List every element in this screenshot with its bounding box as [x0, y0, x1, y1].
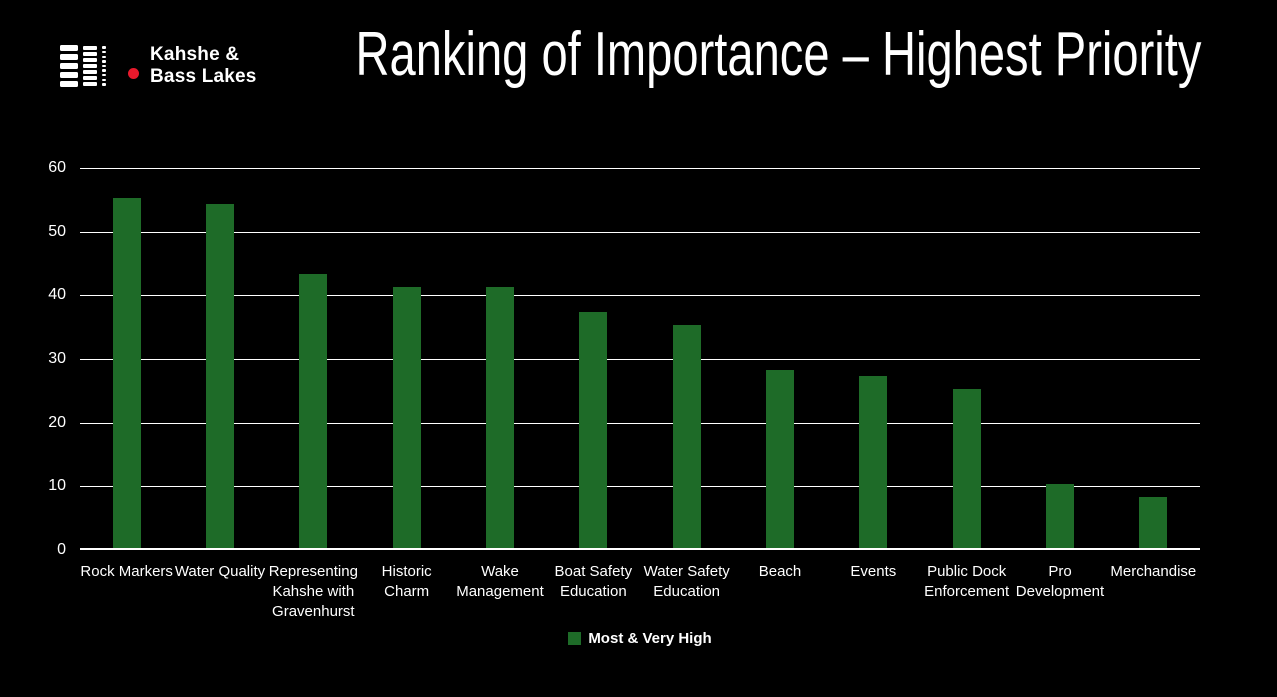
- bar-water-safety-education: [672, 325, 701, 548]
- bar-wake-management: [486, 286, 514, 548]
- green-square-swatch: [568, 632, 582, 645]
- bar-chart-plot-area: 0 10 20 30 40 50 60 Rock Markers Water Quality Re…: [48, 159, 1200, 620]
- logo-text-line1: Kahshe &: [150, 44, 240, 65]
- bar-water-quality: [206, 204, 234, 548]
- gridline: [80, 486, 1200, 488]
- y-axis-tick-label: 10: [48, 477, 66, 495]
- x-axis-line: [80, 548, 1200, 550]
- y-axis-tick-label: 50: [48, 222, 66, 240]
- y-axis-tick-label: 20: [48, 413, 66, 431]
- logo-text-line2: Bass Lakes: [150, 66, 257, 87]
- logo-stripe-column-1: [60, 41, 78, 91]
- logo-stripe-column-3: [102, 41, 106, 91]
- dock-stripes-icon: [60, 41, 144, 91]
- x-axis-category-label: Pro Development: [1015, 563, 1105, 600]
- bar-boat-safety-education: [579, 312, 608, 548]
- gridline: [80, 295, 1200, 297]
- bar-events: [859, 376, 888, 548]
- x-axis-category-label: Events: [850, 563, 897, 580]
- x-axis-category-label: Boat Safety Education: [554, 563, 633, 600]
- bar-beach: [766, 369, 794, 548]
- x-axis-category-label: Water Quality: [174, 563, 266, 580]
- bar-representing-kahshe-with-gravenhurst: [299, 274, 328, 548]
- x-axis-category-label: Wake Management: [456, 563, 544, 600]
- gridline: [80, 231, 1200, 233]
- gridline: [80, 168, 1200, 169]
- bar-public-dock-enforcement: [952, 388, 981, 548]
- y-axis-tick-label: 0: [57, 541, 66, 558]
- gridline: [80, 359, 1200, 360]
- x-axis-category-label: Rock Markers: [80, 563, 173, 580]
- x-axis-category-label: Water Safety Education: [643, 563, 730, 600]
- x-axis-category-label: Merchandise: [1110, 563, 1197, 580]
- slide-title: Ranking of Importance – Highest Priority: [355, 20, 1202, 89]
- x-axis-category-label: Beach: [758, 563, 802, 580]
- x-axis-category-label: Public Dock Enforcement: [924, 563, 1010, 600]
- gridline: [80, 422, 1200, 424]
- legend-series-label: Most & Very High: [588, 630, 712, 647]
- x-axis-category-label: Historic Charm: [381, 563, 432, 600]
- kahshe-bass-lakes-logo: Kahshe & Bass Lakes: [60, 41, 257, 91]
- y-axis-tick-label: 40: [48, 286, 66, 304]
- y-axis-tick-label: 30: [48, 350, 66, 367]
- x-axis-category-label: Representing Kahshe with Gravenhurst: [268, 563, 358, 620]
- logo-stripe-column-2: [83, 41, 97, 91]
- chart-legend: Most & Very High: [80, 630, 1200, 647]
- bar-rock-markers: [112, 197, 141, 548]
- bar-historic-charm: [392, 286, 421, 548]
- y-axis-tick-label: 60: [48, 159, 66, 176]
- bar-merchandise: [1139, 497, 1168, 548]
- bar-pro-development: [1046, 484, 1074, 548]
- logo-text: Kahshe & Bass Lakes: [150, 44, 257, 88]
- red-dot-icon: [128, 68, 139, 79]
